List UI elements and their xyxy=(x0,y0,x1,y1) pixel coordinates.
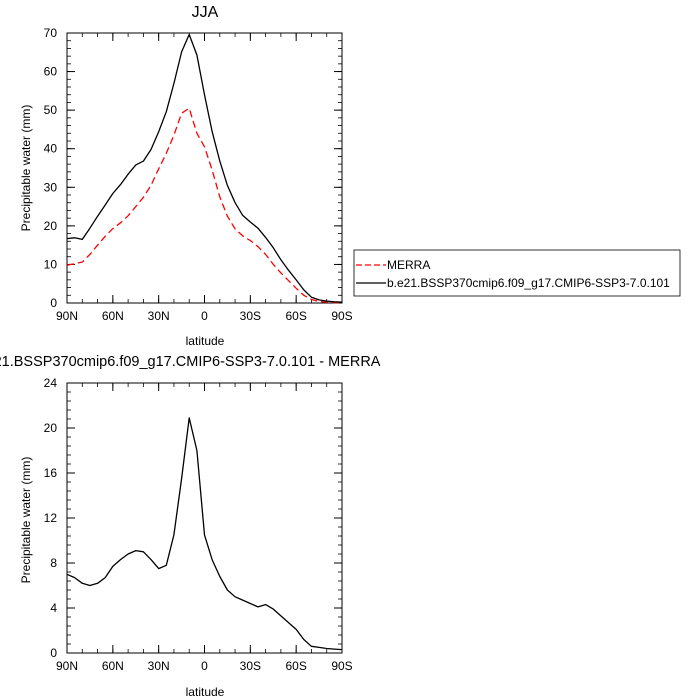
bottom-plot-area: 90N 60N 30N 0 30S 60S 90S 0 4 8 12 16 20 24 xyxy=(44,376,353,673)
top-x-tick-label: 30S xyxy=(240,309,261,323)
top-chart-title: JJA xyxy=(192,4,219,21)
top-x-tick-label: 60N xyxy=(102,309,124,323)
bottom-chart-xlabel: latitude xyxy=(186,685,225,699)
bottom-x-tick-label: 0 xyxy=(201,659,208,673)
top-y-tick-label: 70 xyxy=(44,26,58,40)
bottom-y-tick-label: 4 xyxy=(50,601,57,615)
bottom-chart: e21.BSSP370cmip6.f09_g17.CMIP6-SSP3-7.0.… xyxy=(0,354,381,699)
bottom-chart-title: e21.BSSP370cmip6.f09_g17.CMIP6-SSP3-7.0.… xyxy=(0,354,381,370)
top-x-tick-label: 90N xyxy=(56,309,78,323)
bottom-y-tick-label: 16 xyxy=(44,466,58,480)
legend: MERRA b.e21.BSSP370cmip6.f09_g17.CMIP6-S… xyxy=(353,249,681,297)
top-x-tick-label: 30N xyxy=(148,309,170,323)
bottom-y-tick-label: 8 xyxy=(50,556,57,570)
top-y-tick-label: 50 xyxy=(44,103,58,117)
top-plot-area: 90N 60N 30N 0 30S 60S 90S 0 10 20 30 40 50 60 70 xyxy=(44,26,353,323)
top-x-tick-label: 60S xyxy=(285,309,306,323)
top-chart-xlabel: latitude xyxy=(186,334,225,348)
bottom-y-tick-label: 12 xyxy=(44,511,58,525)
top-chart: JJA Precipitable water (mm) latitude 90N… xyxy=(19,4,353,348)
bottom-series-model-line xyxy=(66,417,343,651)
top-y-tick-label: 60 xyxy=(44,65,58,79)
top-series-merra-line xyxy=(66,107,343,304)
top-y-tick-label: 0 xyxy=(50,296,57,310)
legend-merra-label: MERRA xyxy=(387,258,430,272)
legend-box xyxy=(353,249,681,297)
bottom-x-tick-label: 60S xyxy=(285,659,306,673)
top-x-tick-label: 0 xyxy=(201,309,208,323)
top-chart-ylabel: Precipitable water (mm) xyxy=(19,105,33,232)
bottom-chart-ylabel: Precipitable water (mm) xyxy=(19,457,33,584)
top-y-tick-label: 40 xyxy=(44,142,58,156)
bottom-y-tick-label: 24 xyxy=(44,376,58,390)
top-series-model-line xyxy=(66,33,343,303)
bottom-x-tick-label: 30S xyxy=(240,659,261,673)
legend-model-label: b.e21.BSSP370cmip6.f09_g17.CMIP6-SSP3-7.… xyxy=(387,276,670,290)
bottom-y-tick-label: 0 xyxy=(50,646,57,660)
bottom-plot-frame xyxy=(66,382,343,654)
bottom-x-tick-label: 90N xyxy=(56,659,78,673)
top-y-tick-label: 20 xyxy=(44,219,58,233)
bottom-y-tick-label: 20 xyxy=(44,421,58,435)
bottom-x-tick-label: 60N xyxy=(102,659,124,673)
top-y-tick-label: 30 xyxy=(44,180,58,194)
top-y-tick-label: 10 xyxy=(44,257,58,271)
top-x-tick-label: 90S xyxy=(331,309,352,323)
bottom-x-tick-label: 90S xyxy=(331,659,352,673)
bottom-x-tick-label: 30N xyxy=(148,659,170,673)
top-plot-frame xyxy=(66,32,343,304)
